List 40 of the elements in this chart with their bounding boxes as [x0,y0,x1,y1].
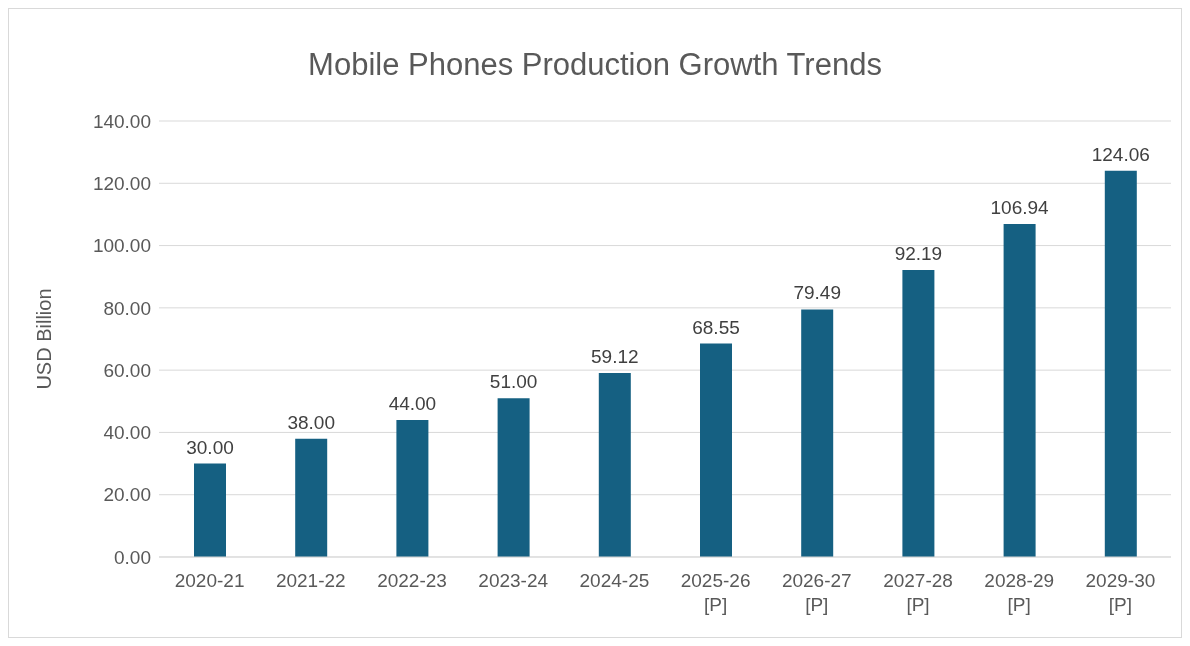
data-label: 59.12 [591,345,639,367]
x-tick-label: 2029-30 [P] [1085,570,1156,615]
data-label: 79.49 [793,282,841,304]
bar [902,269,935,557]
bar [1104,170,1137,557]
data-label: 51.00 [489,371,538,393]
x-tick-label: 2025-26 [P] [680,570,751,615]
y-tick-label: 100.00 [92,235,151,257]
bar [700,343,732,557]
data-label: 68.55 [692,316,740,338]
bar [1003,223,1036,557]
data-label: 38.00 [287,411,335,433]
data-label: 44.00 [388,392,437,414]
bar [497,398,530,557]
bar [598,372,631,557]
data-label: 106.94 [990,196,1050,218]
y-tick-label: 20.00 [103,484,151,506]
y-tick-label: 80.00 [103,297,151,319]
y-tick-label: 0.00 [114,546,151,568]
x-tick-label: 2026-27 [P] [781,570,852,615]
data-label: 30.00 [186,436,234,458]
x-tick-label: 2024-25 [579,570,650,591]
x-tick-label: 2021-22 [275,570,346,591]
x-tick-label: 2027-28 [P] [883,570,953,615]
y-tick-label: 40.00 [103,422,151,444]
bar [194,463,226,557]
x-tick-label: 2020-21 [174,570,245,591]
y-tick-label: 140.00 [92,110,151,132]
data-label: 92.19 [894,242,943,264]
x-tick-label: 2023-24 [478,570,549,591]
x-tick-label: 2022-23 [377,570,447,591]
bar [295,438,328,557]
bar [801,309,834,557]
y-axis-title: USD Billion [33,288,56,390]
x-tick-label: 2028-29 [P] [984,570,1055,615]
bar [396,419,429,557]
y-tick-label: 60.00 [103,359,151,381]
y-tick-label: 120.00 [92,173,151,195]
chart-title: Mobile Phones Production Growth Trends [307,47,883,83]
data-label: 124.06 [1091,143,1150,165]
